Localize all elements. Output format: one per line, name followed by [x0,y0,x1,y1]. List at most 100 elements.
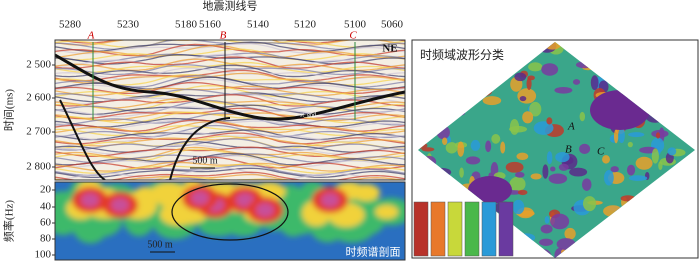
map-patch [530,173,542,180]
seismic-trace [55,156,405,170]
horizon [59,99,106,180]
seismic-trace [55,41,405,53]
seismic-trace [55,132,405,145]
map-patch [500,141,506,154]
seismic-trace [55,99,405,111]
y-axis-title: 时间(ms) [3,89,16,131]
map-patch [491,134,501,144]
class-legend [413,201,514,257]
map-patch [627,141,633,148]
seismic-trace [55,125,405,137]
map-patch [445,142,458,154]
seismic-trace [55,64,405,76]
map-patch [505,161,524,173]
spectrum-blob [159,203,197,226]
spectrum-blob [197,213,240,237]
seismic-trace [55,94,405,107]
seismic-trace [55,129,405,141]
y-tick-label: 2 500 [26,59,51,71]
legend-swatch [464,201,480,257]
legend-swatch [413,201,429,257]
map-patch [564,227,576,240]
x-tick-label: 5100 [344,19,367,31]
well-marker: B [220,30,227,42]
seismic-trace [55,146,405,160]
y-tick-label: 60 [40,217,52,229]
map-patch [519,96,527,102]
seismic-trace [55,40,405,44]
map-patch [526,77,532,90]
x-tick-label: 5160 [199,19,222,31]
map-patch [572,79,581,85]
seismic-trace [55,104,405,116]
map-patch [517,88,537,104]
map-patch [550,213,570,230]
seismic-trace [55,40,405,46]
map-patch [579,111,586,122]
seismic-trace [55,72,405,84]
legend-swatch [447,201,463,257]
well-marker: A [87,30,95,42]
well-marker: C [349,30,357,42]
map-patch [459,167,464,178]
map-patch [583,196,597,212]
map-marker: B [565,144,572,156]
map-patch [540,224,553,234]
y-tick-label: 2 600 [26,92,51,104]
seismic-trace [55,111,405,122]
map-patch [590,75,599,91]
map-patch [558,163,569,171]
spectrum-blob [133,186,155,206]
seismic-trace [55,78,405,92]
seismic-trace [55,140,405,153]
x-tick-label: 5230 [117,19,140,31]
map-patch [457,141,465,157]
y-tick-label: 80 [40,233,52,245]
seismic-trace [55,167,405,179]
map-patch [529,101,542,117]
seismic-trace [55,117,405,128]
map-patch [618,127,625,144]
spectrum-blob [191,191,209,205]
y-tick-label: 2 800 [26,161,51,173]
highlight-ellipse [171,183,289,241]
map-patch [514,72,527,82]
scale-label: 500 m [192,155,218,166]
x-tick-label: 5060 [381,19,404,31]
x-tick-label: 5280 [59,19,82,31]
horizon [169,117,231,180]
map-patch [541,63,559,76]
map-patch [626,164,636,176]
map-patch [546,151,553,165]
map-patch [555,151,570,163]
spectrum-blob [111,198,129,212]
map-patch [442,137,448,145]
map-patch [550,166,556,172]
seismic-trace [55,69,405,82]
seismic-trace [55,124,405,139]
seismic-trace [55,166,405,180]
map-patch [655,132,661,139]
map-patch [602,155,610,164]
map-patch [482,96,502,106]
map-patch [569,167,588,177]
x-axis-title: 地震测线号 [203,0,258,13]
map-marker: A [567,121,575,133]
map-patch [546,117,553,125]
map-patch [651,129,669,138]
map-patch [635,156,653,170]
map-marker: C [597,146,605,158]
map-patch [522,111,534,124]
spectrum-blob [375,204,399,219]
map-patch [514,171,525,178]
seismic-trace [55,61,405,74]
y-axis-title: 频率(Hz) [2,200,16,242]
map-patch [512,199,525,215]
map-patch [554,86,573,94]
map-patch [544,216,550,224]
y-tick-label: 40 [40,201,52,213]
map-patch [533,121,554,135]
scale-label: 500 m [147,239,173,250]
map-patch [509,176,526,192]
